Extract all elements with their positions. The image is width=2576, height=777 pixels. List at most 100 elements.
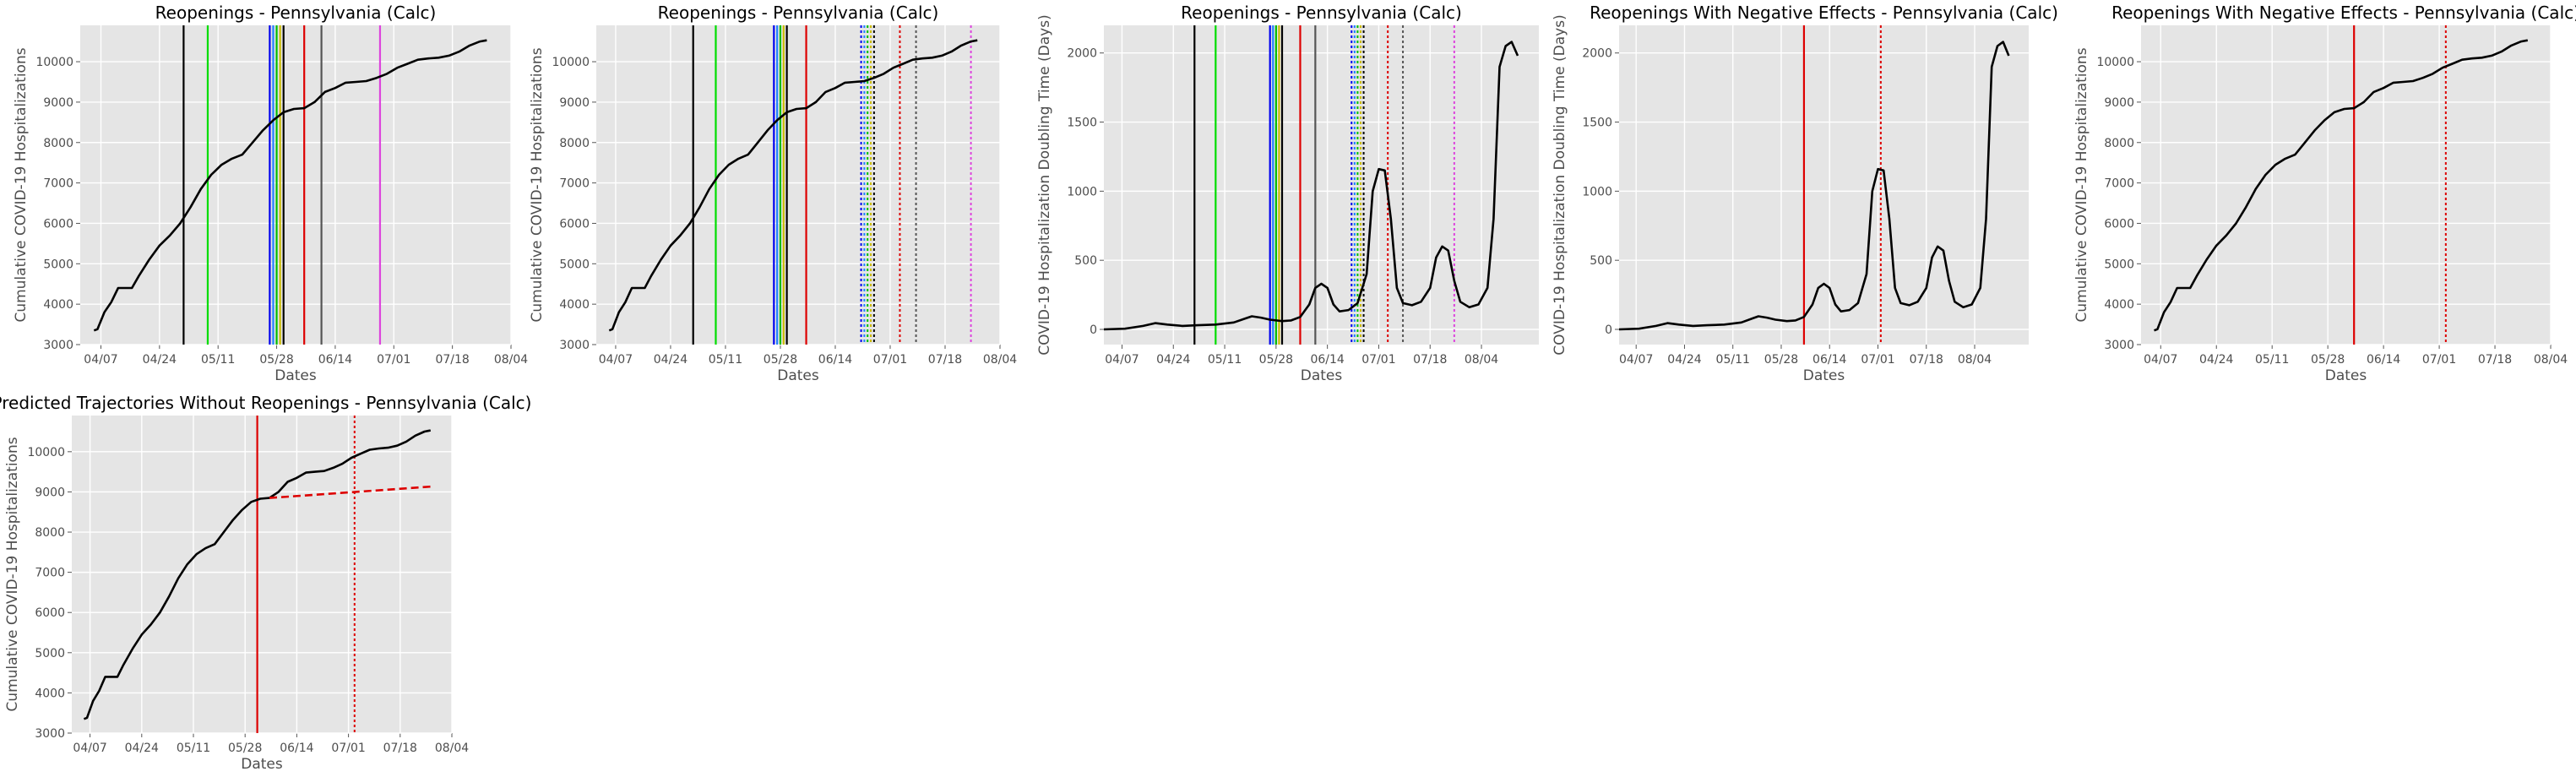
x-tick-label: 07/18	[1413, 353, 1447, 367]
x-axis-label: Dates	[777, 367, 819, 384]
x-tick-label: 04/24	[1667, 353, 1701, 367]
panel-title: Reopenings - Pennsylvania (Calc)	[1181, 3, 1462, 23]
y-tick-label: 4000	[559, 298, 590, 312]
x-axis-label: Dates	[1803, 367, 1845, 384]
y-tick-label: 10000	[27, 446, 65, 459]
panel-1: 04/07 04/24 05/11 05/28 06/14 07/01 07/18 08/04…	[13, 3, 528, 384]
y-tick-label: 9000	[43, 96, 73, 110]
x-tick-label: 07/18	[383, 742, 417, 755]
series-line	[1104, 41, 1519, 331]
x-tick-label: 07/01	[2422, 353, 2456, 367]
x-axis-label: Dates	[2325, 367, 2367, 384]
series-line	[608, 39, 978, 332]
y-tick-label: 9000	[2104, 96, 2134, 110]
plot-data	[83, 416, 432, 733]
series-line	[93, 39, 487, 332]
x-tick-label: 05/28	[259, 353, 293, 367]
x-tick-label: 05/11	[177, 742, 210, 755]
y-tick-label: 500	[1074, 254, 1097, 268]
x-tick-label: 04/07	[84, 353, 117, 367]
x-tick-label: 05/28	[1259, 353, 1293, 367]
series-line	[2154, 39, 2529, 332]
y-tick-label: 7000	[35, 567, 65, 580]
y-tick-label: 4000	[2104, 298, 2134, 312]
x-tick-label: 05/11	[1716, 353, 1750, 367]
x-tick-label: 06/14	[2367, 353, 2400, 367]
panel-title: Reopenings - Pennsylvania (Calc)	[658, 3, 939, 23]
x-tick-label: 08/04	[1465, 353, 1498, 367]
panel-3: 04/07 04/24 05/11 05/28 06/14 07/01 07/18 08/04…	[1036, 3, 1539, 384]
x-tick-label: 06/14	[1310, 353, 1344, 367]
series-line-prediction	[269, 485, 431, 499]
y-tick-label: 1500	[1067, 117, 1097, 130]
panel-4: 04/07 04/24 05/11 05/28 06/14 07/01 07/18 08/04…	[1552, 3, 2058, 384]
x-tick-label: 04/24	[143, 353, 177, 367]
y-axis-label: COVID-19 Hospitalization Doubling Time (…	[1552, 14, 1568, 355]
series-line	[1619, 41, 2010, 331]
y-axis-label: Cumulative COVID-19 Hospitalizations	[4, 437, 21, 711]
x-tick-label: 05/11	[709, 353, 742, 367]
plot-area	[596, 25, 1000, 345]
plot-data	[1104, 25, 1519, 345]
y-tick-label: 7000	[559, 177, 590, 191]
x-tick-label: 05/11	[1208, 353, 1242, 367]
x-tick-label: 06/14	[318, 353, 352, 367]
plot-data	[93, 25, 487, 345]
panel-5: 04/07 04/24 05/11 05/28 06/14 07/01 07/18 08/04…	[2073, 3, 2576, 384]
y-axis-label: Cumulative COVID-19 Hospitalizations	[13, 47, 30, 322]
panel-title: Reopenings - Pennsylvania (Calc)	[155, 3, 437, 23]
y-tick-label: 9000	[559, 96, 590, 110]
x-tick-label: 04/24	[2199, 353, 2233, 367]
y-tick-label: 3000	[559, 339, 590, 352]
y-axis-label: COVID-19 Hospitalization Doubling Time (…	[1036, 14, 1053, 355]
y-tick-label: 0	[1090, 323, 1097, 337]
x-tick-label: 07/18	[1910, 353, 1943, 367]
x-axis-label: Dates	[241, 756, 283, 773]
x-tick-label: 04/24	[125, 742, 159, 755]
x-axis-label: Dates	[274, 367, 317, 384]
y-axis-label: Cumulative COVID-19 Hospitalizations	[529, 47, 546, 322]
x-tick-label: 04/07	[2144, 353, 2177, 367]
x-tick-label: 07/01	[377, 353, 410, 367]
x-tick-label: 05/11	[2255, 353, 2289, 367]
x-tick-label: 08/04	[2534, 353, 2568, 367]
x-tick-label: 08/04	[983, 353, 1017, 367]
x-tick-label: 07/01	[1861, 353, 1894, 367]
plot-area	[2141, 25, 2551, 345]
x-tick-label: 06/14	[818, 353, 852, 367]
plot-area	[80, 25, 511, 345]
y-tick-label: 500	[1590, 254, 1612, 268]
y-tick-label: 3000	[2104, 339, 2134, 352]
y-tick-label: 9000	[35, 486, 65, 499]
y-tick-label: 8000	[43, 137, 73, 150]
x-axis-label: Dates	[1301, 367, 1343, 384]
y-tick-label: 2000	[1582, 47, 1612, 61]
plot-data	[1619, 25, 2010, 345]
x-tick-label: 04/24	[654, 353, 687, 367]
y-tick-label: 6000	[43, 217, 73, 231]
y-tick-label: 1000	[1582, 185, 1612, 198]
x-tick-label: 08/04	[494, 353, 528, 367]
y-tick-label: 1500	[1582, 117, 1612, 130]
y-tick-label: 5000	[35, 647, 65, 660]
x-tick-label: 08/04	[435, 742, 469, 755]
panel-6: 04/07 04/24 05/11 05/28 06/14 07/01 07/18 08/04…	[0, 393, 531, 773]
y-tick-label: 5000	[43, 258, 73, 271]
y-tick-label: 7000	[2104, 177, 2134, 191]
x-tick-label: 04/07	[1619, 353, 1653, 367]
x-tick-label: 07/18	[928, 353, 962, 367]
x-tick-label: 05/28	[1764, 353, 1798, 367]
y-tick-label: 3000	[43, 339, 73, 352]
series-line	[83, 429, 432, 720]
x-tick-label: 07/18	[435, 353, 469, 367]
x-tick-label: 07/01	[331, 742, 365, 755]
plot-area	[72, 416, 452, 733]
y-tick-label: 10000	[2096, 56, 2134, 69]
x-tick-label: 04/24	[1156, 353, 1190, 367]
x-tick-label: 05/11	[201, 353, 235, 367]
y-tick-label: 6000	[2104, 217, 2134, 231]
y-tick-label: 10000	[35, 56, 73, 69]
x-tick-label: 07/18	[2478, 353, 2512, 367]
x-tick-label: 05/28	[764, 353, 797, 367]
